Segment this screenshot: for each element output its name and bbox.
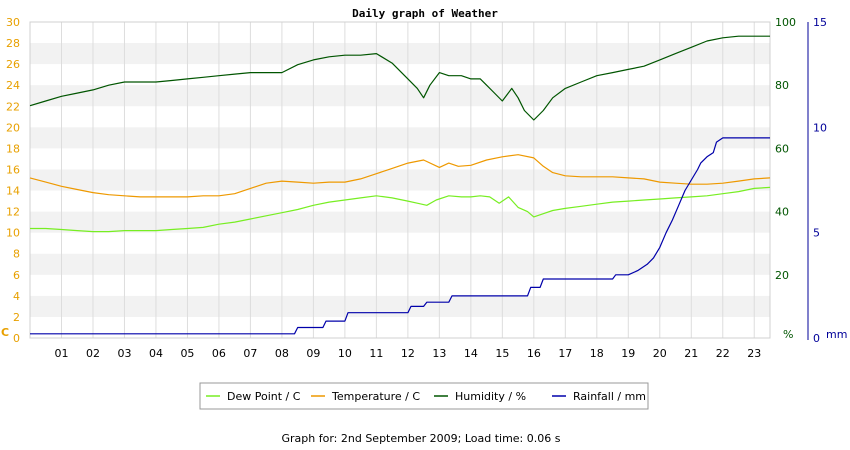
plot-frame <box>29 21 771 339</box>
vertical-gridlines <box>60 22 755 338</box>
chart-legend: Dew Point / C Temperature / C Humidity / %… <box>199 382 649 410</box>
grid-band <box>30 127 770 149</box>
left-axis-unit: C <box>1 326 9 339</box>
rainfall-line <box>30 137 770 335</box>
left-tick-label: 0 <box>13 332 20 345</box>
rainfall-tick-label: 15 <box>813 16 827 29</box>
humidity-line <box>29 35 770 121</box>
x-tick-label: 20 <box>653 347 667 360</box>
humidity-tick-label: 80 <box>775 79 789 92</box>
left-tick-label: 14 <box>6 185 20 198</box>
humidity-tick-label: 40 <box>775 206 789 219</box>
left-tick-label: 18 <box>6 142 20 155</box>
legend-label-humidity: Humidity / % <box>455 390 526 403</box>
x-tick-label: 11 <box>369 347 383 360</box>
left-tick-label: 20 <box>6 121 20 134</box>
x-axis-hours: 01 02 03 04 05 06 07 08 09 10 11 12 13 14 15 16 17 18 19 20… <box>54 347 761 360</box>
left-tick-label: 6 <box>13 269 20 282</box>
x-tick-label: 16 <box>527 347 541 360</box>
legend-label-dew-point: Dew Point / C <box>227 390 301 403</box>
grid-band <box>30 85 770 107</box>
x-tick-label: 07 <box>243 347 257 360</box>
left-tick-label: 12 <box>6 206 20 219</box>
temperature-line <box>29 154 771 198</box>
grid-band <box>30 211 770 233</box>
legend-box <box>199 382 649 410</box>
dew-point-line <box>30 186 771 233</box>
x-tick-label: 03 <box>117 347 131 360</box>
x-tick-label: 09 <box>306 347 320 360</box>
x-tick-label: 04 <box>149 347 163 360</box>
legend-label-temperature: Temperature / C <box>331 390 420 403</box>
humidity-tick-label: 60 <box>775 142 789 155</box>
plot-bands <box>30 43 770 317</box>
rainfall-tick-label: 0 <box>813 332 820 345</box>
x-tick-label: 06 <box>212 347 226 360</box>
grid-band <box>30 169 770 191</box>
x-tick-label: 10 <box>338 347 352 360</box>
x-tick-label: 13 <box>432 347 446 360</box>
series-lines <box>29 35 771 335</box>
rainfall-tick-label: 10 <box>813 121 827 134</box>
left-tick-label: 4 <box>13 290 20 303</box>
x-tick-label: 05 <box>180 347 194 360</box>
x-tick-label: 18 <box>590 347 604 360</box>
left-tick-label: 30 <box>6 16 20 29</box>
humidity-tick-label: 100 <box>775 16 796 29</box>
grid-band <box>30 43 770 65</box>
left-tick-label: 28 <box>6 37 20 50</box>
left-tick-label: 2 <box>13 311 20 324</box>
x-tick-label: 21 <box>684 347 698 360</box>
x-tick-label: 23 <box>747 347 761 360</box>
x-tick-label: 15 <box>495 347 509 360</box>
legend-label-rainfall: Rainfall / mm <box>573 390 646 403</box>
humidity-axis-unit: % <box>783 328 793 341</box>
grid-band <box>30 295 770 317</box>
humidity-tick-label: 20 <box>775 269 789 282</box>
chart-title: Daily graph of Weather <box>352 7 498 20</box>
x-tick-label: 08 <box>275 347 289 360</box>
left-tick-label: 10 <box>6 227 20 240</box>
left-tick-label: 24 <box>6 79 20 92</box>
footer-text: Graph for: 2nd September 2009; Load time… <box>282 432 561 445</box>
x-tick-label: 12 <box>401 347 415 360</box>
rainfall-axis-unit: mm <box>826 328 847 341</box>
grid-band <box>30 253 770 275</box>
left-tick-label: 26 <box>6 58 20 71</box>
x-tick-label: 02 <box>86 347 100 360</box>
left-tick-label: 16 <box>6 163 20 176</box>
right-axis-rainfall: 0 5 10 15 mm <box>807 16 847 345</box>
x-tick-label: 14 <box>464 347 478 360</box>
rainfall-tick-label: 5 <box>813 227 820 240</box>
x-tick-label: 01 <box>54 347 68 360</box>
left-tick-label: 8 <box>13 248 20 261</box>
x-tick-label: 19 <box>621 347 635 360</box>
right-axis-humidity: 20 40 60 80 100% <box>775 16 796 341</box>
x-tick-label: 17 <box>558 347 572 360</box>
left-tick-label: 22 <box>6 100 20 113</box>
x-tick-label: 22 <box>716 347 730 360</box>
